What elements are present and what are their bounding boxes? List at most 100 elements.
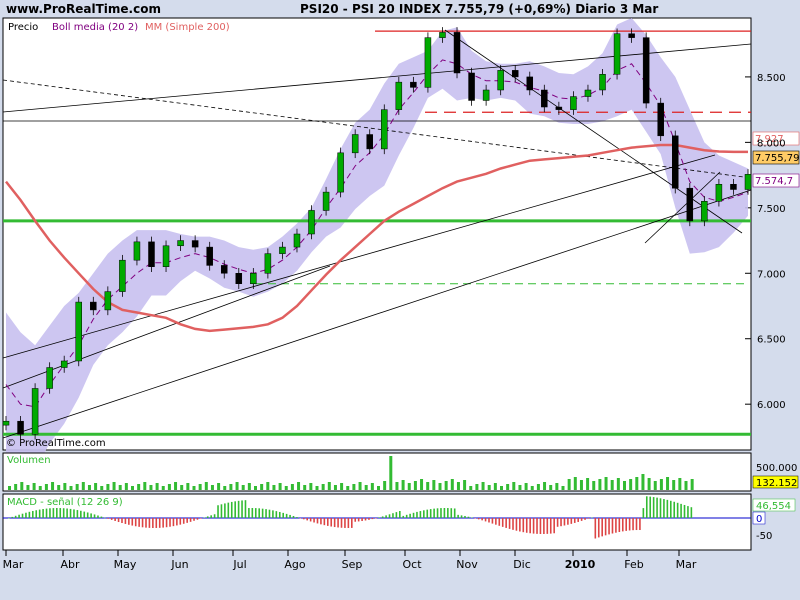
legend-bollinger: Boll media (20 2) [52,22,138,33]
macd-bar [505,518,507,528]
macd-bar [28,511,31,518]
macd-bar [467,516,470,518]
volume-bar [204,482,208,490]
volume-bar [303,485,307,490]
macd-bar [399,510,401,518]
macd-bar [230,501,233,518]
macd-bar [210,515,212,518]
macd-bar [416,511,418,518]
volume-bar [241,485,245,490]
macd-bar [320,518,322,525]
trend-line [2,265,331,389]
volume-bar [87,485,91,490]
macd-bar [673,501,676,518]
volume-bar [69,486,73,490]
macd-bar [388,514,391,518]
macd-bar [45,508,48,518]
macd-bar [237,500,240,518]
volume-bar [506,484,510,490]
macd-bar [189,518,192,522]
ma200-price-label-box [752,131,800,146]
bollinger-price-label-box [752,173,800,188]
volume-bar [51,482,55,490]
volume-bar [536,484,540,490]
volume-bar [155,483,159,490]
macd-bar [361,518,363,522]
macd-bar [176,518,178,526]
candle-body [322,191,330,211]
volume-bar [512,482,516,490]
macd-bar [220,504,223,518]
macd-bar [447,508,449,518]
macd-bar [488,518,490,523]
volume-panel [2,452,752,492]
macd-bar [169,518,171,527]
macd-bar [604,518,607,536]
volume-bar [629,479,633,490]
macd-bar [182,518,185,524]
candle-body [46,367,53,389]
macd-bar [340,518,343,528]
volume-bar [327,482,331,490]
volume-bar [463,480,467,490]
volume-bar [561,486,565,490]
volume-bar [420,479,424,490]
macd-bar [248,508,250,518]
volume-bar [672,480,676,490]
macd-bar [532,518,535,534]
candle-body [730,184,737,190]
macd-bar [669,500,672,518]
macd-bar [145,518,147,528]
volume-bar [530,486,534,490]
macd-bar [121,518,123,524]
macd-bar [83,511,86,518]
candle-body [570,96,577,110]
macd-bar [18,514,20,518]
candle-body [191,240,199,248]
macd-bar [412,512,415,518]
macd-bar [296,517,298,518]
macd-bar [97,515,99,518]
x-tick-label: Oct [402,558,422,571]
macd-bar [128,518,130,525]
volume-bar [666,477,670,490]
macd-bar [481,518,483,521]
macd-bar [546,518,549,534]
volume-bar [487,485,491,490]
macd-bar [234,501,236,518]
trend-line [2,189,752,439]
macd-bar [302,518,305,520]
candle-body [642,37,650,104]
macd-last-value: 46,554 [756,501,791,512]
volume-bar [149,485,153,490]
macd-bar [69,508,72,518]
macd-bar [110,518,113,520]
macd-bar [597,518,600,538]
macd-bar [158,518,161,528]
volume-bar [598,479,602,490]
candle-body [90,301,97,311]
macd-bar [611,518,614,534]
macd-bar [278,511,281,518]
candle-body [162,245,170,267]
last-price-label-box [752,150,800,165]
volume-bar [297,482,301,490]
macd-bar [594,518,597,539]
candle-body [526,76,534,91]
volume-bar [272,485,276,490]
site-name[interactable]: www.ProRealTime.com [6,2,161,16]
volume-bar [684,481,688,490]
header: www.ProRealTime.com PSI20 - PSI 20 INDEX… [0,0,800,18]
volume-bar [278,483,282,490]
macd-bar [333,518,336,528]
macd-bar [213,514,216,518]
candle-body [584,89,592,97]
volume-bar [333,485,337,490]
macd-bar [196,518,199,520]
macd-bar [90,513,92,518]
macd-bar [285,513,288,518]
macd-signal-box [752,511,766,525]
ma200-price-label: 7.927 [755,134,784,145]
macd-bar [323,518,326,526]
volume-bar [389,456,393,490]
